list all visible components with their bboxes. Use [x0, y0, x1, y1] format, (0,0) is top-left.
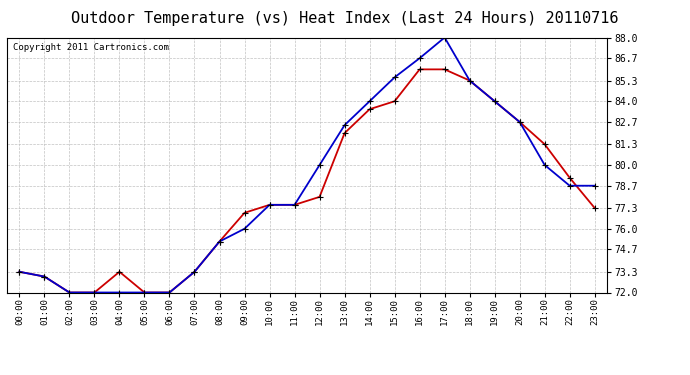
Text: Outdoor Temperature (vs) Heat Index (Last 24 Hours) 20110716: Outdoor Temperature (vs) Heat Index (Las…: [71, 11, 619, 26]
Text: Copyright 2011 Cartronics.com: Copyright 2011 Cartronics.com: [13, 43, 169, 52]
